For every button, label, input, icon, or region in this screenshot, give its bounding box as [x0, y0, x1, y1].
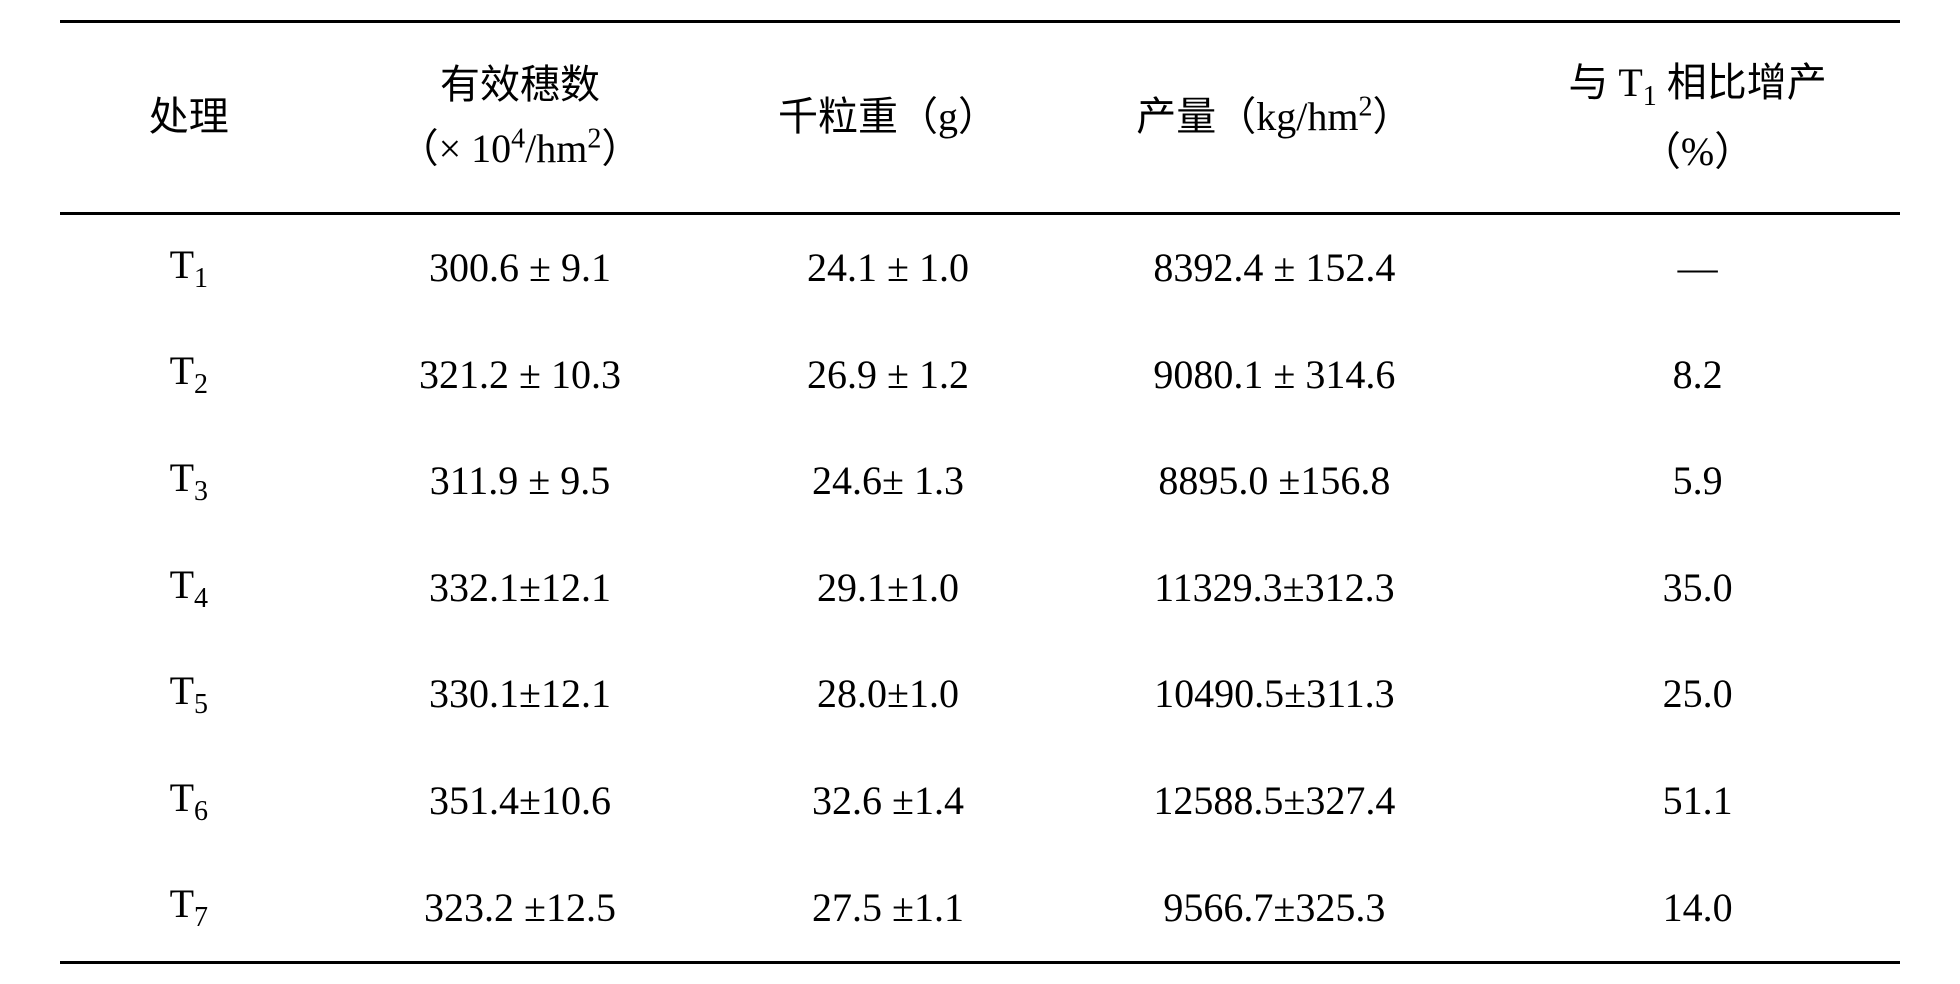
cell-yield: 8392.4 ± 152.4: [1054, 213, 1496, 321]
cell-panicles: 323.2 ±12.5: [318, 854, 723, 962]
col-header-treatment: 处理: [60, 22, 318, 214]
cell-increase: 25.0: [1495, 641, 1900, 748]
cell-treatment: T4: [60, 535, 318, 642]
cell-increase: 5.9: [1495, 428, 1900, 535]
cell-treatment: T3: [60, 428, 318, 535]
cell-yield: 9566.7±325.3: [1054, 854, 1496, 962]
cell-tgw: 24.6± 1.3: [722, 428, 1053, 535]
cell-panicles: 300.6 ± 9.1: [318, 213, 723, 321]
col-header-yield: 产量（kg/hm2）: [1054, 22, 1496, 214]
cell-panicles: 311.9 ± 9.5: [318, 428, 723, 535]
cell-tgw: 27.5 ±1.1: [722, 854, 1053, 962]
table-header-row: 处理 有效穗数（× 104/hm2） 千粒重（g） 产量（kg/hm2） 与 T…: [60, 22, 1900, 214]
cell-tgw: 24.1 ± 1.0: [722, 213, 1053, 321]
cell-tgw: 28.0±1.0: [722, 641, 1053, 748]
cell-treatment: T2: [60, 321, 318, 428]
cell-increase: 51.1: [1495, 748, 1900, 855]
col-header-panicles: 有效穗数（× 104/hm2）: [318, 22, 723, 214]
table-row: T7 323.2 ±12.5 27.5 ±1.1 9566.7±325.3 14…: [60, 854, 1900, 962]
cell-tgw: 26.9 ± 1.2: [722, 321, 1053, 428]
table-row: T1 300.6 ± 9.1 24.1 ± 1.0 8392.4 ± 152.4…: [60, 213, 1900, 321]
cell-yield: 8895.0 ±156.8: [1054, 428, 1496, 535]
col-header-increase: 与 T1 相比增产（%）: [1495, 22, 1900, 214]
cell-increase: 14.0: [1495, 854, 1900, 962]
table-row: T3 311.9 ± 9.5 24.6± 1.3 8895.0 ±156.8 5…: [60, 428, 1900, 535]
cell-tgw: 32.6 ±1.4: [722, 748, 1053, 855]
table-header: 处理 有效穗数（× 104/hm2） 千粒重（g） 产量（kg/hm2） 与 T…: [60, 22, 1900, 214]
table-row: T4 332.1±12.1 29.1±1.0 11329.3±312.3 35.…: [60, 535, 1900, 642]
cell-treatment: T1: [60, 213, 318, 321]
cell-yield: 10490.5±311.3: [1054, 641, 1496, 748]
cell-increase: 35.0: [1495, 535, 1900, 642]
cell-yield: 9080.1 ± 314.6: [1054, 321, 1496, 428]
table-row: T5 330.1±12.1 28.0±1.0 10490.5±311.3 25.…: [60, 641, 1900, 748]
col-header-tgw: 千粒重（g）: [722, 22, 1053, 214]
cell-increase: 8.2: [1495, 321, 1900, 428]
cell-treatment: T5: [60, 641, 318, 748]
cell-yield: 12588.5±327.4: [1054, 748, 1496, 855]
table-row: T6 351.4±10.6 32.6 ±1.4 12588.5±327.4 51…: [60, 748, 1900, 855]
cell-tgw: 29.1±1.0: [722, 535, 1053, 642]
table-body: T1 300.6 ± 9.1 24.1 ± 1.0 8392.4 ± 152.4…: [60, 213, 1900, 962]
cell-treatment: T6: [60, 748, 318, 855]
cell-panicles: 332.1±12.1: [318, 535, 723, 642]
cell-panicles: 351.4±10.6: [318, 748, 723, 855]
table-row: T2 321.2 ± 10.3 26.9 ± 1.2 9080.1 ± 314.…: [60, 321, 1900, 428]
cell-panicles: 321.2 ± 10.3: [318, 321, 723, 428]
cell-panicles: 330.1±12.1: [318, 641, 723, 748]
cell-yield: 11329.3±312.3: [1054, 535, 1496, 642]
cell-treatment: T7: [60, 854, 318, 962]
data-table-container: 处理 有效穗数（× 104/hm2） 千粒重（g） 产量（kg/hm2） 与 T…: [0, 0, 1960, 984]
cell-increase: —: [1495, 213, 1900, 321]
data-table: 处理 有效穗数（× 104/hm2） 千粒重（g） 产量（kg/hm2） 与 T…: [60, 20, 1900, 964]
